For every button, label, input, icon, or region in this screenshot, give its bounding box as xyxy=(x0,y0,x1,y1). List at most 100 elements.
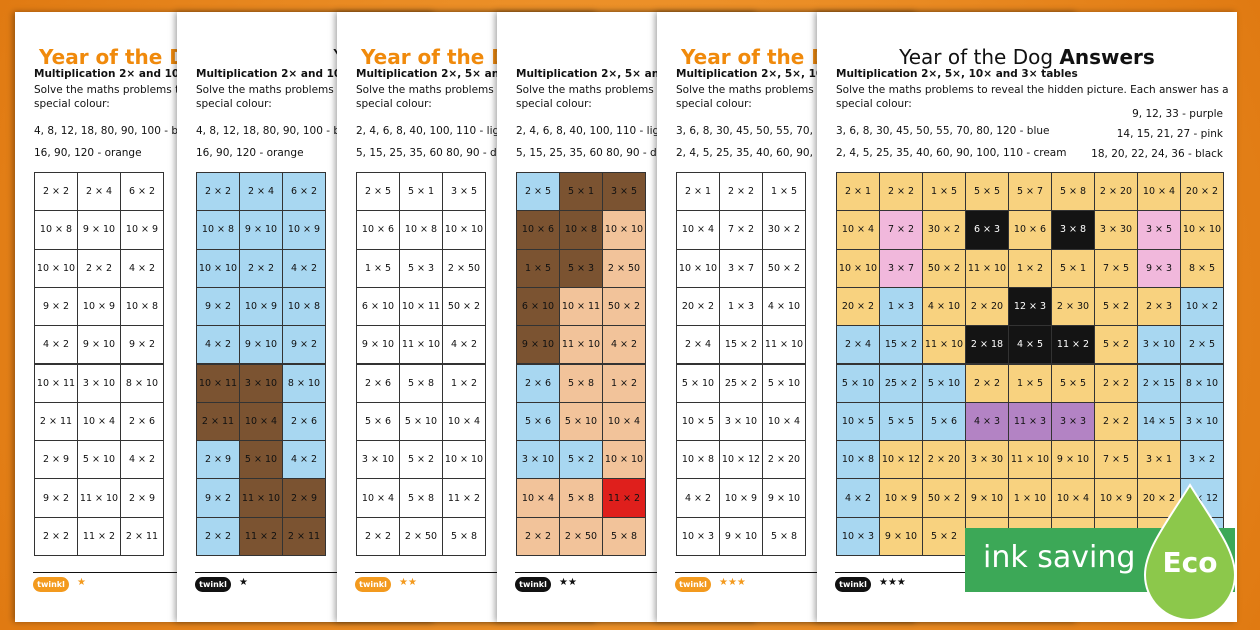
grid-cell: 4 × 2 xyxy=(836,478,880,518)
grid-cell: 9 × 10 xyxy=(1051,440,1095,480)
colour-key: 4, 8, 12, 18, 80, 90, 100 - blue xyxy=(196,125,357,137)
grid-cell: 1 × 5 xyxy=(1008,363,1052,403)
grid-cell: 9 × 3 xyxy=(1137,248,1181,288)
grid-cell: 10 × 6 xyxy=(356,210,400,250)
grid-cell: 5 × 10 xyxy=(676,363,720,403)
grid-cell: 10 × 5 xyxy=(836,401,880,442)
instructions: special colour: xyxy=(836,98,912,110)
grid-cell: 10 × 4 xyxy=(442,401,486,442)
grid-cell: 50 × 2 xyxy=(442,286,486,327)
grid-cell: 25 × 2 xyxy=(719,363,763,403)
grid-cell: 2 × 6 xyxy=(356,363,400,403)
grid-cell: 2 × 11 xyxy=(282,516,326,556)
grid-cell: 2 × 9 xyxy=(120,478,164,518)
grid-cell: 3 × 2 xyxy=(1180,440,1224,480)
grid-cell: 15 × 2 xyxy=(879,325,923,365)
grid-cell: 10 × 6 xyxy=(516,210,560,250)
grid-cell: 11 × 2 xyxy=(442,478,486,518)
grid-cell: 2 × 50 xyxy=(442,248,486,288)
grid-cell: 5 × 3 xyxy=(399,248,443,288)
grid-cell: 7 × 2 xyxy=(879,210,923,250)
grid-cell: 5 × 6 xyxy=(356,401,400,442)
grid-cell: 10 × 9 xyxy=(77,286,121,327)
instructions: special colour: xyxy=(676,98,752,110)
grid-cell: 5 × 8 xyxy=(399,363,443,403)
grid-cell: 10 × 8 xyxy=(836,440,880,480)
badge-text: ink saving xyxy=(983,540,1136,575)
grid-cell: 5 × 10 xyxy=(239,440,283,480)
grid-cell: 20 × 2 xyxy=(1180,172,1224,212)
grid-cell: 10 × 9 xyxy=(1094,478,1138,518)
grid-cell: 2 × 9 xyxy=(282,478,326,518)
grid-cell: 5 × 1 xyxy=(399,172,443,212)
twinkl-logo: twinkl xyxy=(515,577,551,592)
grid-cell: 2 × 5 xyxy=(356,172,400,212)
grid-cell: 5 × 1 xyxy=(1051,248,1095,288)
grid-cell: 9 × 10 xyxy=(965,478,1009,518)
grid-cell: 6 × 2 xyxy=(120,172,164,212)
grid-cell: 2 × 1 xyxy=(676,172,720,212)
instructions: special colour: xyxy=(516,98,592,110)
grid-cell: 2 × 50 xyxy=(399,516,443,556)
grid-cell: 11 × 2 xyxy=(77,516,121,556)
grid-cell: 11 × 3 xyxy=(1008,401,1052,442)
grid-cell: 10 × 8 xyxy=(196,210,240,250)
grid-cell: 9 × 10 xyxy=(239,325,283,365)
grid-cell: 9 × 10 xyxy=(77,210,121,250)
grid-cell: 7 × 5 xyxy=(1094,248,1138,288)
grid-cell: 10 × 4 xyxy=(1051,478,1095,518)
grid-cell: 10 × 8 xyxy=(282,286,326,327)
grid-cell: 10 × 8 xyxy=(676,440,720,480)
grid-cell: 11 × 10 xyxy=(965,248,1009,288)
grid-cell: 3 × 1 xyxy=(1137,440,1181,480)
grid-cell: 9 × 2 xyxy=(196,478,240,518)
colour-key: 4, 8, 12, 18, 80, 90, 100 - blue xyxy=(34,125,195,137)
difficulty-stars: ★★★ xyxy=(719,577,746,588)
grid-cell: 9 × 10 xyxy=(77,325,121,365)
grid-cell: 9 × 2 xyxy=(34,286,78,327)
grid-cell: 10 × 10 xyxy=(836,248,880,288)
grid-cell: 10 × 10 xyxy=(602,210,646,250)
grid-cell: 7 × 5 xyxy=(1094,440,1138,480)
grid-cell: 10 × 6 xyxy=(1008,210,1052,250)
grid-cell: 10 × 4 xyxy=(356,478,400,518)
grid-cell: 3 × 10 xyxy=(719,401,763,442)
grid-cell: 10 × 10 xyxy=(1180,210,1224,250)
grid-cell: 11 × 2 xyxy=(602,478,646,518)
grid-cell: 3 × 10 xyxy=(1137,325,1181,365)
grid-cell: 50 × 2 xyxy=(762,248,806,288)
grid-cell: 5 × 8 xyxy=(399,478,443,518)
eco-leaf: Eco xyxy=(1143,483,1237,620)
grid-cell: 5 × 10 xyxy=(399,401,443,442)
grid-cell: 10 × 8 xyxy=(399,210,443,250)
grid-cell: 5 × 8 xyxy=(602,516,646,556)
grid-cell: 5 × 2 xyxy=(399,440,443,480)
grid-cell: 10 × 4 xyxy=(516,478,560,518)
grid-cell: 2 × 11 xyxy=(34,401,78,442)
grid-cell: 50 × 2 xyxy=(922,478,966,518)
grid-cell: 3 × 30 xyxy=(1094,210,1138,250)
grid-cell: 2 × 3 xyxy=(1137,286,1181,327)
grid-cell: 2 × 2 xyxy=(719,172,763,212)
grid-cell: 10 × 9 xyxy=(120,210,164,250)
grid-cell: 5 × 2 xyxy=(1094,286,1138,327)
grid-cell: 1 × 2 xyxy=(1008,248,1052,288)
grid-cell: 15 × 2 xyxy=(719,325,763,365)
grid-cell: 50 × 2 xyxy=(922,248,966,288)
grid-cell: 10 × 11 xyxy=(196,363,240,403)
grid-cell: 9 × 10 xyxy=(356,325,400,365)
grid-cell: 5 × 8 xyxy=(762,516,806,556)
grid-cell: 11 × 10 xyxy=(762,325,806,365)
grid-cell: 10 × 8 xyxy=(34,210,78,250)
grid-cell: 5 × 8 xyxy=(442,516,486,556)
grid-cell: 3 × 10 xyxy=(239,363,283,403)
grid-cell: 2 × 18 xyxy=(965,325,1009,365)
grid-cell: 7 × 2 xyxy=(719,210,763,250)
grid-cell: 20 × 2 xyxy=(676,286,720,327)
grid-cell: 9 × 10 xyxy=(762,478,806,518)
grid-cell: 4 × 2 xyxy=(442,325,486,365)
grid-cell: 2 × 9 xyxy=(34,440,78,480)
instructions: special colour: xyxy=(196,98,272,110)
grid-cell: 2 × 30 xyxy=(1051,286,1095,327)
grid-cell: 3 × 7 xyxy=(879,248,923,288)
